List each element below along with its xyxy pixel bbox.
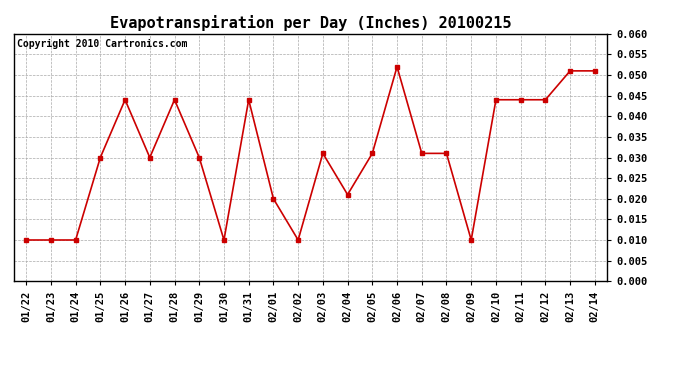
Title: Evapotranspiration per Day (Inches) 20100215: Evapotranspiration per Day (Inches) 2010… <box>110 15 511 31</box>
Text: Copyright 2010 Cartronics.com: Copyright 2010 Cartronics.com <box>17 39 187 49</box>
